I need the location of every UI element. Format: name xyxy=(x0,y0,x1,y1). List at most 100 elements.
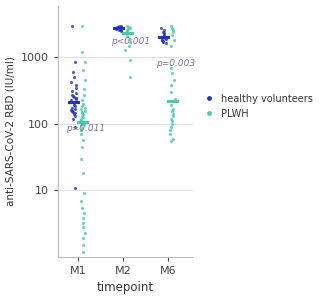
Point xyxy=(124,28,129,33)
Point xyxy=(127,31,132,36)
Point xyxy=(78,156,83,161)
Point xyxy=(80,98,85,102)
Point xyxy=(162,31,167,36)
Point xyxy=(72,110,77,115)
Point xyxy=(80,216,85,221)
Point xyxy=(160,38,165,43)
Point xyxy=(169,109,174,114)
Point xyxy=(80,112,85,117)
Point xyxy=(124,27,129,32)
Point xyxy=(162,32,167,37)
Point xyxy=(70,70,75,74)
Point xyxy=(82,191,87,196)
Text: p<0.001: p<0.001 xyxy=(111,37,150,46)
Point xyxy=(79,107,84,112)
Point xyxy=(159,35,164,40)
Point xyxy=(70,110,76,115)
Point xyxy=(118,24,123,28)
Point xyxy=(125,23,130,28)
Point xyxy=(161,40,166,44)
Point xyxy=(127,75,132,80)
Point xyxy=(170,71,175,76)
Legend: healthy volunteers, PLWH: healthy volunteers, PLWH xyxy=(199,94,313,118)
Point xyxy=(81,211,86,216)
Point xyxy=(169,32,174,37)
Point xyxy=(80,225,85,230)
Point xyxy=(78,198,84,203)
Point xyxy=(83,108,88,113)
Point xyxy=(169,23,174,28)
Point xyxy=(70,116,76,121)
Point xyxy=(168,102,173,107)
Point xyxy=(78,132,83,136)
Point xyxy=(172,96,177,101)
Point xyxy=(79,125,84,130)
Point xyxy=(126,24,131,29)
Point xyxy=(163,36,168,41)
Point xyxy=(71,102,76,107)
Point xyxy=(71,75,76,80)
Point xyxy=(69,109,75,114)
Point xyxy=(168,128,173,133)
Point xyxy=(71,112,76,116)
Point xyxy=(82,87,87,92)
Point xyxy=(169,122,174,126)
Point xyxy=(74,91,79,95)
Point xyxy=(172,77,177,82)
Point xyxy=(80,111,85,116)
Point xyxy=(161,30,166,34)
Point xyxy=(117,27,122,32)
Point xyxy=(73,83,78,88)
Point xyxy=(169,65,174,70)
Point xyxy=(168,132,173,136)
Point xyxy=(80,145,85,149)
Point xyxy=(82,230,87,235)
Point xyxy=(81,243,86,248)
Point xyxy=(170,30,175,34)
Point xyxy=(171,112,176,116)
Point xyxy=(168,90,173,94)
Point xyxy=(69,80,74,85)
Point xyxy=(168,43,173,48)
Point xyxy=(72,94,77,99)
Y-axis label: anti-SARS-CoV-2 RBD (IU/ml): anti-SARS-CoV-2 RBD (IU/ml) xyxy=(5,56,16,206)
Point xyxy=(78,116,83,121)
Point xyxy=(168,116,173,121)
Point xyxy=(80,137,85,142)
Point xyxy=(79,50,84,54)
Point xyxy=(69,92,75,97)
Point xyxy=(127,58,132,63)
Point xyxy=(83,78,88,83)
Point xyxy=(79,23,84,28)
Point xyxy=(123,47,128,52)
Point xyxy=(170,25,175,30)
Point xyxy=(117,26,122,31)
Point xyxy=(70,93,75,98)
Point xyxy=(160,34,165,39)
Point xyxy=(162,34,167,38)
Point xyxy=(124,30,129,34)
Point xyxy=(80,115,85,120)
Point xyxy=(171,114,176,119)
Point xyxy=(73,60,78,64)
Point xyxy=(171,136,176,141)
Point xyxy=(83,60,88,64)
Point xyxy=(80,110,85,114)
Point xyxy=(81,119,86,124)
Point xyxy=(163,36,168,40)
Point xyxy=(71,99,76,104)
Point xyxy=(70,105,75,110)
Point xyxy=(82,93,87,98)
Point xyxy=(69,108,75,113)
Point xyxy=(73,97,78,101)
Point xyxy=(72,124,77,129)
Point xyxy=(79,205,84,210)
Text: p=0.011: p=0.011 xyxy=(66,124,105,133)
Point xyxy=(171,27,176,32)
Point xyxy=(69,107,74,112)
Point xyxy=(126,26,131,31)
Point xyxy=(78,123,83,128)
Point xyxy=(72,101,77,106)
Point xyxy=(81,68,86,72)
Point xyxy=(73,104,78,109)
